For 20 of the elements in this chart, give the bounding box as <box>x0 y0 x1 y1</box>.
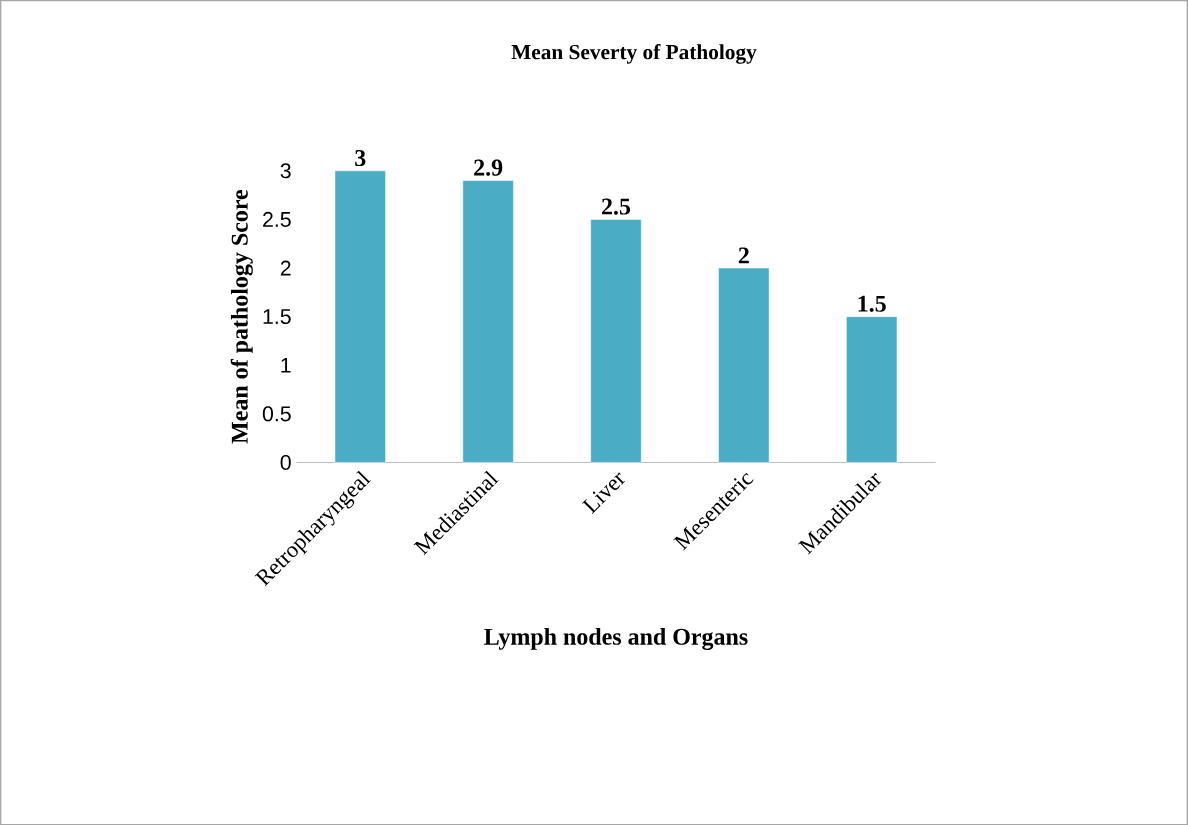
y-tick-label: 2 <box>280 260 291 276</box>
bar <box>846 316 898 463</box>
y-tick-label: 3 <box>280 163 291 179</box>
y-tick-label: 2.5 <box>263 211 291 227</box>
bar <box>718 267 770 463</box>
y-tick-label: 0.5 <box>262 406 291 422</box>
y-tick-label: 1.5 <box>263 309 291 324</box>
bar <box>462 180 514 463</box>
x-axis-title: Lymph nodes and Organs <box>484 627 748 650</box>
y-tick-label: 1 <box>281 357 291 373</box>
chart-title: Mean Severty of Pathology <box>511 43 757 64</box>
data-label: 1.5 <box>858 295 886 312</box>
data-label: 3 <box>355 149 366 166</box>
y-axis-title: Mean of pathology Score <box>230 189 253 444</box>
data-label: 2.5 <box>602 198 631 215</box>
data-label: 2 <box>738 247 749 264</box>
data-label: 2.9 <box>474 159 503 176</box>
bar <box>590 218 642 463</box>
bar <box>334 170 386 463</box>
y-tick-label: 0 <box>280 454 291 470</box>
